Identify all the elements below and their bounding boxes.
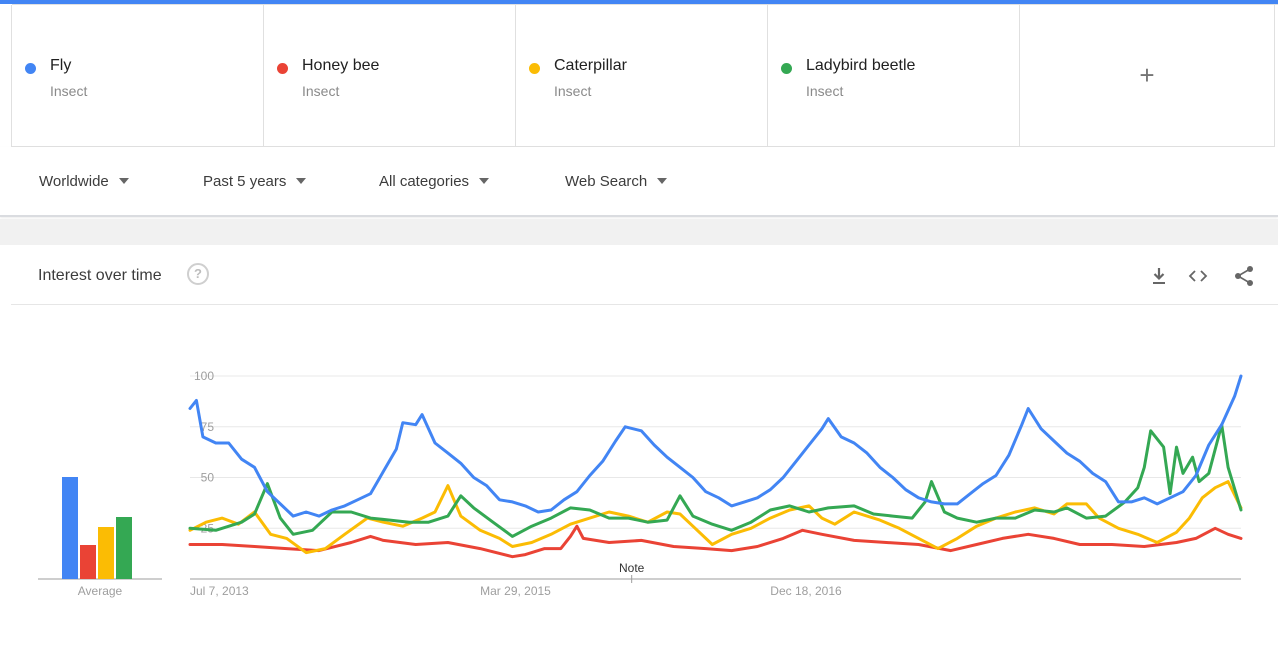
term-card-ladybird-beetle[interactable]: Ladybird beetle Insect xyxy=(767,5,1020,147)
filter-bar: Worldwide Past 5 years All categories We… xyxy=(0,147,1278,217)
term-card-honey-bee[interactable]: Honey bee Insect xyxy=(263,5,516,147)
term-card-fly[interactable]: Fly Insect xyxy=(11,5,264,147)
series-line-ladybird-beetle xyxy=(188,423,1243,538)
term-name: Honey bee xyxy=(302,57,380,74)
average-label: Average xyxy=(78,584,123,598)
interest-over-time-card: Interest over time ? 25 50 75 100 Jul 7, 201… xyxy=(11,245,1278,671)
term-card-caterpillar[interactable]: Caterpillar Insect xyxy=(515,5,768,147)
series-line-honey-bee xyxy=(188,524,1243,559)
time-range-dropdown[interactable]: Past 5 years xyxy=(203,173,307,190)
average-bar-caterpillar xyxy=(98,527,114,579)
term-type: Insect xyxy=(554,83,592,99)
time-range-value: Past 5 years xyxy=(203,173,287,190)
category-dropdown[interactable]: All categories xyxy=(379,173,490,190)
y-tick-label: 100 xyxy=(194,369,214,383)
caret-down-icon xyxy=(118,178,129,184)
term-name: Caterpillar xyxy=(554,57,627,74)
caret-down-icon xyxy=(479,178,490,184)
region-dropdown[interactable]: Worldwide xyxy=(39,173,129,190)
x-tick-label: Mar 29, 2015 xyxy=(480,584,551,598)
series-color-dot xyxy=(781,63,792,74)
y-tick-label: 50 xyxy=(201,471,215,485)
caret-down-icon xyxy=(296,178,307,184)
add-term-button[interactable]: + xyxy=(1019,5,1275,147)
share-icon[interactable] xyxy=(1231,263,1257,289)
card-title: Interest over time xyxy=(38,267,162,284)
average-bar-ladybird-beetle xyxy=(116,517,132,579)
average-bar-fly xyxy=(62,477,78,579)
term-type: Insect xyxy=(806,83,844,99)
term-type: Insect xyxy=(302,83,340,99)
series-color-dot xyxy=(529,63,540,74)
compare-terms-row: Fly Insect Honey bee Insect Caterpillar … xyxy=(11,4,1278,147)
x-tick-label: Dec 18, 2016 xyxy=(770,584,842,598)
x-tick-label: Jul 7, 2013 xyxy=(190,584,249,598)
caret-down-icon xyxy=(657,178,668,184)
note-label: Note xyxy=(619,561,645,575)
top-accent-bar xyxy=(0,0,1278,4)
y-tick-label: 75 xyxy=(201,420,215,434)
region-value: Worldwide xyxy=(39,173,109,190)
download-icon[interactable] xyxy=(1146,263,1172,289)
average-bar-honey-bee xyxy=(80,545,96,579)
category-value: All categories xyxy=(379,173,470,190)
search-type-dropdown[interactable]: Web Search xyxy=(565,173,668,190)
help-circle-icon[interactable]: ? xyxy=(187,263,209,285)
term-name: Ladybird beetle xyxy=(806,57,916,74)
term-type: Insect xyxy=(50,83,88,99)
search-type-value: Web Search xyxy=(565,173,648,190)
series-line-fly xyxy=(188,374,1243,518)
series-color-dot xyxy=(25,63,36,74)
series-color-dot xyxy=(277,63,288,74)
section-divider xyxy=(0,219,1278,245)
plus-icon: + xyxy=(1139,60,1155,90)
embed-code-icon[interactable] xyxy=(1185,263,1211,289)
card-header: Interest over time ? xyxy=(11,245,1278,305)
term-name: Fly xyxy=(50,57,72,74)
